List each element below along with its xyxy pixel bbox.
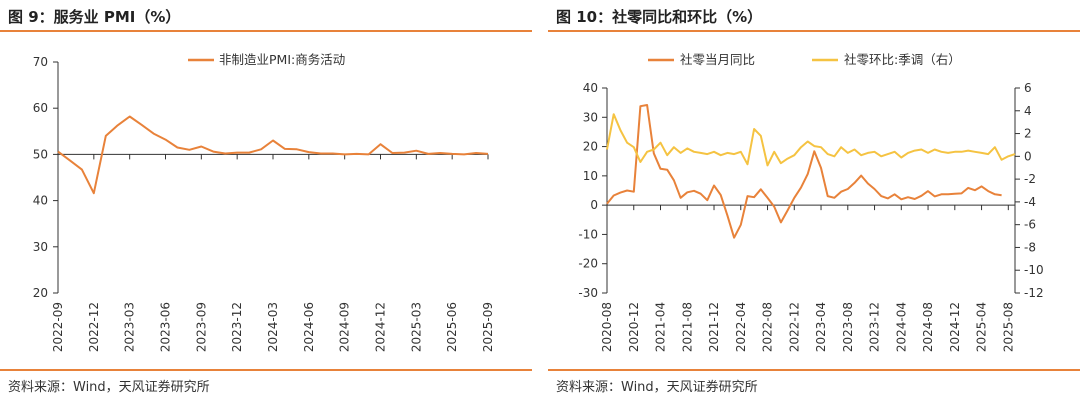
x-tick-label: 2024-12 xyxy=(374,302,388,352)
y2-tick-label: 6 xyxy=(1024,81,1032,95)
chart-panel-retail-sales: 图 10：社零同比和环比（%） -30 -20 -10 0 10 20 30 40 -12 -10… xyxy=(548,0,1080,400)
y2-tick-label: -10 xyxy=(1024,263,1044,277)
y2-tick-label: -6 xyxy=(1024,218,1036,232)
x-tick-label: 2023-12 xyxy=(868,302,882,352)
x-tick-label: 2022-04 xyxy=(734,302,748,352)
x-tick-label: 2025-03 xyxy=(409,302,423,352)
title-divider xyxy=(0,30,532,32)
x-tick-label: 2022-09 xyxy=(51,302,65,352)
y2-tick-label: 4 xyxy=(1024,104,1032,118)
y2-tick-label: -8 xyxy=(1024,240,1036,254)
chart-title: 图 9：服务业 PMI（%） xyxy=(8,8,181,26)
y-tick-label: 70 xyxy=(33,55,48,69)
x-tick-label: 2021-04 xyxy=(654,302,668,352)
x-tick-label: 2020-08 xyxy=(600,302,614,352)
legend-label: 社零环比:季调（右） xyxy=(844,52,961,67)
x-tick-label: 2024-06 xyxy=(302,302,316,352)
y-tick-label: -20 xyxy=(578,257,598,271)
x-tick-label: 2024-04 xyxy=(894,302,908,352)
x-tick-label: 2025-04 xyxy=(975,302,989,352)
pmi-line-chart: 20 30 40 50 60 70 2022-09 2022-12 2023-03 2023-06… xyxy=(33,52,495,352)
x-tick-label: 2025-08 xyxy=(1001,302,1015,352)
chart-title: 图 10：社零同比和环比（%） xyxy=(556,8,763,26)
legend-label: 非制造业PMI:商务活动 xyxy=(219,52,345,67)
source-note: 资料来源：Wind，天风证券研究所 xyxy=(8,380,210,395)
x-tick-label: 2023-08 xyxy=(841,302,855,352)
x-tick-label: 2022-12 xyxy=(87,302,101,352)
x-tick-label: 2022-08 xyxy=(761,302,775,352)
y-tick-label: 0 xyxy=(590,198,598,212)
y-tick-label: 20 xyxy=(33,286,48,300)
series-line-pmi xyxy=(57,115,489,195)
y-tick-label: 40 xyxy=(33,194,48,208)
x-tick-label: 2025-09 xyxy=(481,302,495,352)
y-tick-label: 30 xyxy=(583,110,598,124)
x-tick-label: 2021-12 xyxy=(707,302,721,352)
source-note: 资料来源：Wind，天风证券研究所 xyxy=(556,380,758,395)
x-tick-label: 2023-12 xyxy=(230,302,244,352)
y-tick-label: 40 xyxy=(583,81,598,95)
y-tick-label: 30 xyxy=(33,240,48,254)
x-tick-label: 2020-12 xyxy=(627,302,641,352)
series-line-mom xyxy=(606,113,1016,167)
y2-tick-label: 2 xyxy=(1024,127,1032,141)
x-tick-label: 2021-08 xyxy=(680,302,694,352)
source-divider xyxy=(0,369,532,371)
x-tick-label: 2023-03 xyxy=(123,302,137,352)
x-tick-label: 2023-09 xyxy=(194,302,208,352)
legend-label: 社零当月同比 xyxy=(680,52,755,67)
y-tick-label: -30 xyxy=(578,286,598,300)
series-line-yoy xyxy=(606,104,1002,239)
y2-tick-label: -2 xyxy=(1024,172,1036,186)
y-tick-label: -10 xyxy=(578,227,598,241)
x-tick-label: 2024-03 xyxy=(266,302,280,352)
x-tick-label: 2024-08 xyxy=(921,302,935,352)
chart-panel-service-pmi: 图 9：服务业 PMI（%） 20 30 40 50 60 70 2022-09 2022-1… xyxy=(0,0,532,400)
x-tick-label: 2024-12 xyxy=(948,302,962,352)
y2-tick-label: 0 xyxy=(1024,149,1032,163)
source-divider xyxy=(548,369,1080,371)
y2-tick-label: -4 xyxy=(1024,195,1036,209)
x-tick-label: 2025-06 xyxy=(445,302,459,352)
x-tick-label: 2023-06 xyxy=(159,302,173,352)
x-tick-label: 2024-09 xyxy=(338,302,352,352)
retail-line-chart: -30-20-10010203040-12-10-8-6-4-202462020… xyxy=(578,52,1044,352)
y-tick-label: 10 xyxy=(583,169,598,183)
title-divider xyxy=(548,30,1080,32)
x-tick-label: 2022-12 xyxy=(787,302,801,352)
y-tick-label: 60 xyxy=(33,101,48,115)
x-tick-label: 2023-04 xyxy=(814,302,828,352)
y2-tick-label: -12 xyxy=(1024,286,1044,300)
y-tick-label: 50 xyxy=(33,147,48,161)
y-tick-label: 20 xyxy=(583,140,598,154)
